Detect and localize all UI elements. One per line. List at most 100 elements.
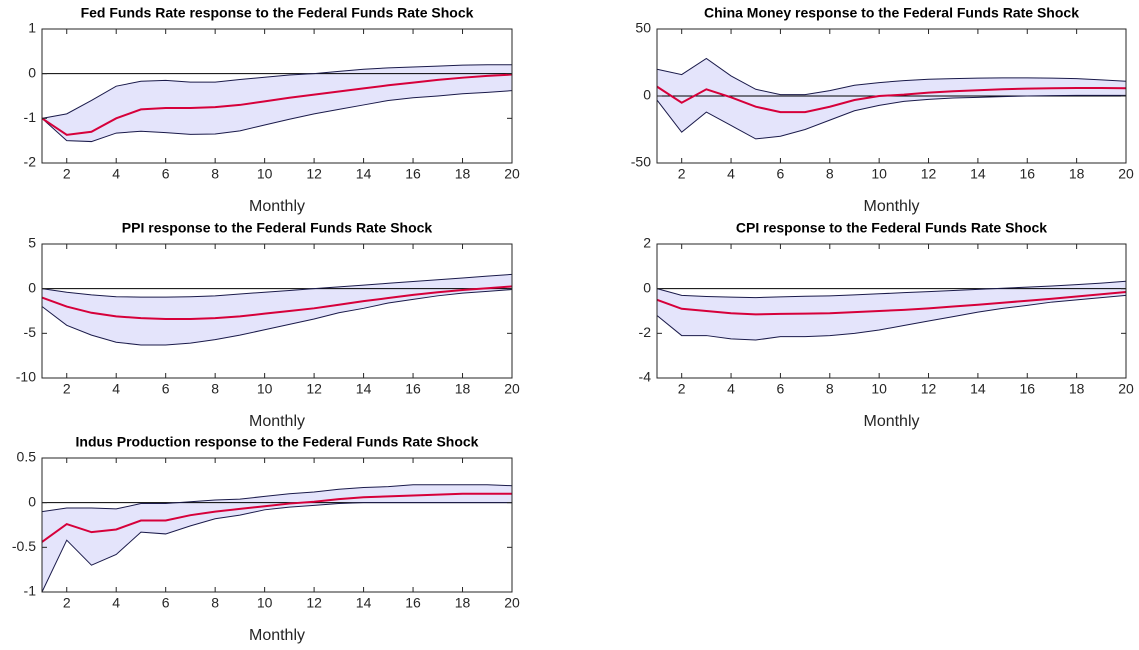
x-tick-label: 18 [1069, 381, 1085, 397]
x-tick-label: 20 [504, 166, 520, 182]
y-tick-label: 0 [643, 87, 651, 103]
x-tick-label: 2 [63, 166, 71, 182]
axes-frame [41, 28, 513, 164]
response-line [656, 291, 1127, 316]
response-line [41, 73, 513, 136]
x-tick-label: 20 [1118, 381, 1134, 397]
x-tick-label: 12 [306, 166, 322, 182]
x-tick-label: 6 [777, 381, 785, 397]
x-tick-label: 16 [1019, 381, 1035, 397]
band-fill [42, 484, 512, 592]
y-tick-label: -2 [24, 154, 37, 170]
y-tick-label: 0 [643, 279, 651, 295]
x-tick-label: 14 [356, 381, 372, 397]
y-tick-label: -1 [24, 109, 37, 125]
chart-title: PPI response to the Federal Funds Rate S… [122, 220, 433, 236]
y-tick-label: 2 [643, 235, 651, 251]
y-tick-label: -50 [631, 154, 651, 170]
x-tick-label: 6 [162, 381, 170, 397]
axes-frame [656, 243, 1127, 379]
x-tick-label: 16 [405, 381, 421, 397]
x-tick-label: 6 [162, 595, 170, 611]
x-tick-label: 14 [970, 381, 986, 397]
y-tick-label: -4 [639, 369, 652, 385]
y-tick-label: 0.5 [17, 449, 37, 465]
lower-bound [656, 294, 1127, 341]
x-tick-label: 4 [112, 595, 120, 611]
x-tick-label: 14 [356, 166, 372, 182]
chart-title: China Money response to the Federal Fund… [704, 5, 1079, 21]
y-tick-label: -10 [16, 369, 36, 385]
y-tick-label: 5 [28, 235, 36, 251]
x-tick-label: 10 [257, 595, 273, 611]
response-line [41, 492, 512, 543]
upper-bound [41, 64, 512, 119]
x-tick-label: 2 [678, 381, 686, 397]
upper-bound [41, 273, 513, 298]
y-tick-label: 0 [28, 279, 36, 295]
chart-title: Fed Funds Rate response to the Federal F… [81, 5, 474, 21]
x-tick-label: 18 [455, 381, 471, 397]
x-tick-label: 20 [504, 595, 520, 611]
lower-bound [41, 289, 513, 346]
x-tick-label: 10 [257, 166, 273, 182]
x-tick-label: 6 [777, 166, 785, 182]
y-tick-label: -0.5 [12, 538, 36, 554]
x-tick-label: 20 [1118, 166, 1134, 182]
x-tick-label: 4 [112, 166, 120, 182]
x-tick-label: 4 [112, 381, 120, 397]
x-tick-label: 16 [1019, 166, 1035, 182]
y-tick-label: -5 [24, 324, 37, 340]
x-tick-label: 8 [826, 166, 834, 182]
x-tick-label: 20 [504, 381, 520, 397]
upper-bound [656, 57, 1127, 96]
response-line [41, 285, 513, 321]
x-tick-label: 10 [871, 166, 887, 182]
x-axis-label: Monthly [249, 413, 305, 430]
x-tick-label: 18 [1069, 166, 1085, 182]
x-tick-label: 18 [455, 595, 471, 611]
x-tick-label: 16 [405, 595, 421, 611]
x-tick-label: 12 [306, 381, 322, 397]
x-tick-label: 8 [211, 595, 219, 611]
x-axis-label: Monthly [249, 198, 305, 215]
x-tick-label: 12 [921, 381, 937, 397]
x-tick-label: 4 [727, 166, 735, 182]
x-tick-label: 12 [921, 166, 937, 182]
upper-bound [41, 484, 513, 513]
x-tick-label: 8 [211, 381, 219, 397]
y-tick-label: -2 [639, 324, 652, 340]
x-tick-label: 12 [306, 595, 322, 611]
x-tick-label: 2 [678, 166, 686, 182]
upper-bound [656, 280, 1127, 299]
axes-frame [41, 457, 513, 593]
band-fill [42, 274, 512, 345]
y-tick-label: -1 [24, 583, 37, 599]
chart-title: Indus Production response to the Federal… [76, 434, 479, 450]
y-tick-label: 0 [28, 493, 36, 509]
x-tick-label: 2 [63, 381, 71, 397]
x-tick-label: 6 [162, 166, 170, 182]
x-axis-label: Monthly [249, 627, 305, 644]
x-tick-label: 10 [257, 381, 273, 397]
x-tick-label: 10 [871, 381, 887, 397]
x-tick-label: 8 [211, 166, 219, 182]
y-tick-label: 1 [28, 20, 36, 36]
response-line [656, 85, 1127, 114]
x-axis-label: Monthly [863, 413, 919, 430]
x-tick-label: 2 [63, 595, 71, 611]
y-tick-label: 0 [28, 64, 36, 80]
lower-bound [656, 94, 1126, 140]
x-tick-label: 8 [826, 381, 834, 397]
lower-bound [41, 502, 512, 593]
x-tick-label: 18 [455, 166, 471, 182]
x-tick-label: 16 [405, 166, 421, 182]
band-fill [657, 58, 1126, 139]
x-tick-label: 4 [727, 381, 735, 397]
x-tick-label: 14 [970, 166, 986, 182]
y-tick-label: 50 [635, 20, 651, 36]
lower-bound [41, 90, 513, 143]
x-axis-label: Monthly [863, 198, 919, 215]
axes-frame [41, 243, 513, 379]
